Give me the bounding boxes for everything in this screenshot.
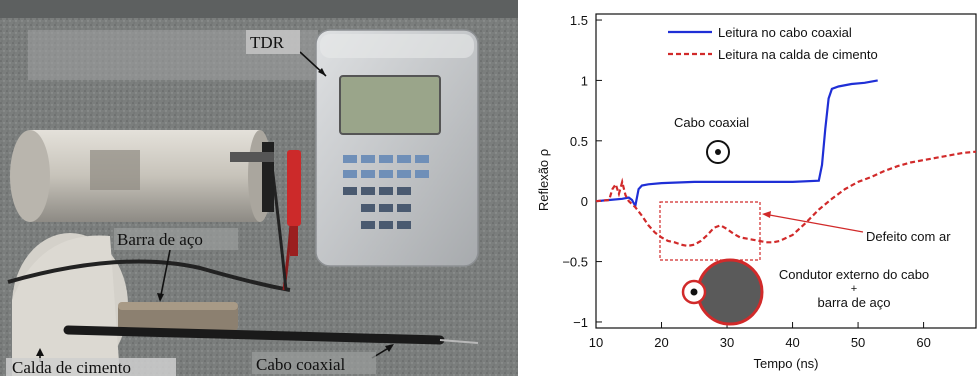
coaxial-cable-rod <box>63 325 445 345</box>
annotation-condutor-plus: + <box>851 283 857 295</box>
annotation-condutor-1: Condutor externo do cabo <box>779 267 929 282</box>
y-axis-label: Reflexão ρ <box>536 149 551 211</box>
defect-arrow <box>763 213 864 233</box>
y-tick-label: 1 <box>581 73 588 88</box>
cabo-label: Cabo coaxial <box>256 355 345 374</box>
upper-cylinder <box>10 130 272 222</box>
y-tick-label: −0.5 <box>562 255 588 270</box>
tdr-setup-photo: TDR Barra de aço Calda de cimento Cabo c… <box>0 0 518 376</box>
tdr-keypad <box>343 155 429 229</box>
tdr-device <box>315 29 479 267</box>
calda-label: Calda de cimento <box>12 358 131 376</box>
barra-label-arrow <box>159 249 171 301</box>
legend-label-calda: Leitura na calda de cimento <box>718 47 878 62</box>
legend: Leitura no cabo coaxial Leitura na calda… <box>668 25 878 62</box>
probe-clip-red <box>287 150 301 256</box>
x-axis-label: Tempo (ns) <box>753 356 818 371</box>
y-tick-label: 0 <box>581 194 588 209</box>
probe-clip-black <box>230 142 274 212</box>
x-tick-label: 20 <box>654 335 668 350</box>
top-band <box>0 0 518 18</box>
annotation-defeito: Defeito com ar <box>866 229 951 244</box>
y-tick-label: 0.5 <box>570 134 588 149</box>
coax-cross-section-icon <box>706 140 730 164</box>
tdr-reflection-chart: −1 −0.5 0 0.5 1 1.5 10 20 30 40 50 60 Reflexão ρ T… <box>536 13 977 371</box>
x-axis-ticks: 10 20 30 40 50 60 <box>589 322 931 350</box>
plot-frame <box>595 13 977 329</box>
x-tick-label: 40 <box>785 335 799 350</box>
x-tick-label: 60 <box>916 335 930 350</box>
y-tick-label: −1 <box>573 315 588 330</box>
y-tick-label: 1.5 <box>570 13 588 28</box>
x-tick-label: 30 <box>720 335 734 350</box>
annotation-cabo-coaxial: Cabo coaxial <box>674 115 749 130</box>
series-line-cabo <box>595 79 878 210</box>
legend-label-cabo: Leitura no cabo coaxial <box>718 25 852 40</box>
probe-cable-black <box>7 259 291 292</box>
annotation-condutor-2: barra de aço <box>818 295 891 310</box>
y-axis-ticks: −1 −0.5 0 0.5 1 1.5 <box>562 13 602 330</box>
defect-region-box <box>659 201 761 261</box>
tdr-label: TDR <box>250 33 285 52</box>
lower-cylinder <box>12 233 128 376</box>
x-tick-label: 50 <box>851 335 865 350</box>
series-line-calda <box>595 150 977 248</box>
barra-label: Barra de aço <box>117 230 203 249</box>
x-tick-label: 10 <box>589 335 603 350</box>
conductor-bar-icon <box>681 258 764 326</box>
tdr-screen <box>339 75 441 135</box>
